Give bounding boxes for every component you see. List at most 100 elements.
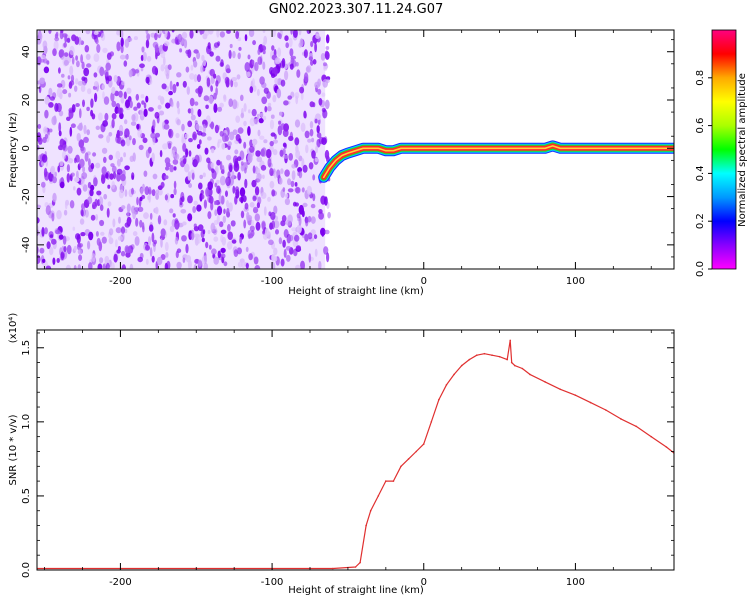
noise-speckle [318, 212, 324, 220]
noise-speckle [90, 98, 94, 108]
noise-speckle [115, 150, 121, 160]
noise-speckle [95, 162, 101, 169]
noise-speckle [240, 196, 244, 204]
noise-speckle [245, 246, 249, 252]
noise-speckle [91, 253, 96, 263]
colorbar-label: Normalized spectral amplitude [737, 73, 748, 227]
noise-speckle [77, 125, 83, 130]
noise-speckle [109, 51, 115, 57]
noise-speckle [182, 80, 187, 88]
noise-speckle [215, 80, 219, 87]
noise-speckle [90, 162, 95, 170]
noise-speckle [255, 221, 261, 231]
noise-speckle [86, 63, 92, 68]
noise-speckle [123, 91, 127, 100]
noise-speckle [174, 153, 180, 161]
noise-speckle [283, 248, 287, 258]
noise-speckle [136, 196, 139, 206]
noise-speckle [176, 119, 181, 126]
noise-speckle [141, 222, 145, 230]
noise-speckle [103, 193, 108, 200]
noise-speckle [282, 239, 286, 248]
noise-speckle [53, 40, 59, 51]
noise-speckle [280, 79, 286, 87]
noise-speckle [261, 147, 267, 157]
noise-speckle [210, 201, 214, 211]
noise-speckle [219, 102, 224, 108]
noise-speckle [190, 64, 194, 71]
noise-speckle [294, 182, 298, 187]
noise-speckle [201, 237, 205, 243]
noise-speckle [305, 144, 309, 154]
snr-data-point [506, 358, 509, 361]
noise-speckle [140, 94, 145, 99]
noise-speckle [146, 55, 152, 62]
noise-speckle [312, 59, 317, 65]
noise-speckle [267, 102, 272, 107]
snr-data-point [407, 458, 410, 460]
noise-speckle [126, 216, 132, 225]
noise-speckle [113, 253, 118, 263]
noise-speckle [205, 187, 210, 197]
noise-speckle [156, 256, 163, 266]
noise-speckle [304, 233, 309, 242]
signal-trace [318, 140, 674, 183]
noise-speckle [288, 153, 294, 161]
snr-y-axis-label: SNR (10 * v/v) [8, 414, 19, 485]
noise-speckle [105, 172, 109, 179]
noise-speckle [180, 209, 187, 214]
noise-speckle [240, 112, 245, 119]
noise-speckle [200, 65, 204, 73]
noise-speckle [171, 149, 176, 158]
snr-data-point [498, 355, 501, 358]
noise-speckle [145, 244, 150, 251]
noise-speckle [137, 129, 143, 138]
noise-speckle [193, 226, 199, 232]
noise-speckle [210, 121, 214, 130]
noise-speckle [278, 237, 283, 245]
noise-speckle [213, 236, 219, 242]
noise-speckle [289, 234, 294, 242]
noise-speckle [197, 85, 203, 95]
noise-speckle [163, 41, 170, 47]
snr-data-point [430, 421, 433, 423]
noise-speckle [52, 257, 56, 265]
noise-speckle [252, 165, 256, 174]
noise-speckle [48, 231, 54, 238]
noise-speckle [121, 205, 126, 210]
snr-data-point [400, 465, 402, 468]
noise-speckle [204, 255, 208, 264]
noise-speckle [45, 265, 52, 269]
noise-speckle [279, 111, 283, 116]
noise-speckle [143, 170, 148, 177]
noise-speckle [142, 51, 147, 62]
noise-speckle [188, 150, 192, 157]
noise-speckle [145, 149, 150, 159]
noise-speckle [263, 87, 269, 94]
noise-speckle [112, 218, 116, 228]
noise-speckle [160, 64, 165, 72]
noise-speckle [247, 126, 251, 136]
x-tick-label: -200 [109, 577, 132, 588]
noise-speckle [259, 76, 265, 85]
noise-speckle [73, 157, 77, 164]
noise-speckle [197, 109, 202, 117]
noise-speckle [309, 121, 314, 129]
noise-speckle [203, 199, 207, 209]
noise-speckle [39, 78, 45, 85]
noise-speckle [145, 30, 149, 35]
noise-speckle [146, 33, 151, 41]
noise-speckle [199, 30, 203, 36]
noise-speckle [217, 141, 220, 148]
noise-speckle [226, 30, 231, 34]
noise-speckle [324, 229, 330, 235]
noise-speckle [88, 158, 91, 167]
noise-speckle [177, 107, 181, 115]
noise-speckle [162, 143, 168, 150]
noise-speckle [219, 221, 224, 228]
colorbar-tick-label: 0.6 [695, 118, 706, 134]
noise-speckle [214, 209, 218, 217]
noise-speckle [37, 217, 40, 224]
noise-speckle [119, 54, 126, 60]
noise-speckle [165, 162, 171, 168]
